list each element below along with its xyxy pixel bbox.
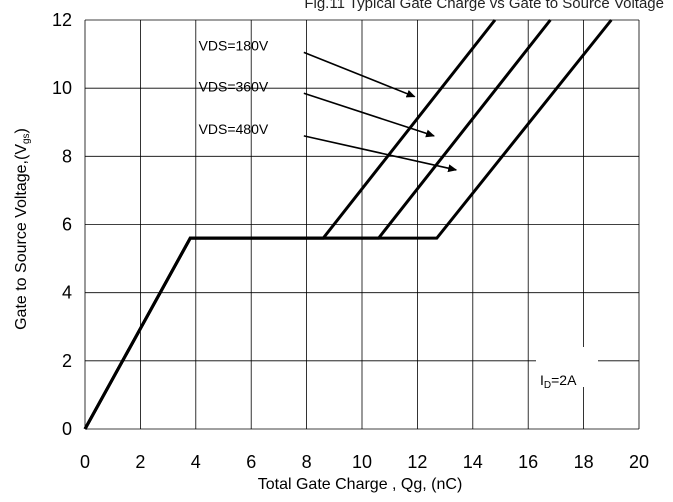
series-line <box>83 19 613 430</box>
condition-label-box <box>536 347 598 387</box>
x-tick-label: 10 <box>352 452 372 472</box>
x-tick-label: 14 <box>463 452 483 472</box>
series-label: VDS=480V <box>199 121 269 137</box>
x-tick-label: 12 <box>407 452 427 472</box>
x-tick-label: 20 <box>629 452 649 472</box>
series-lines <box>83 19 613 430</box>
series-label: VDS=180V <box>199 38 269 54</box>
y-axis-label-main: Gate to Source Voltage,(V <box>13 144 30 330</box>
x-tick-label: 16 <box>518 452 538 472</box>
series-annotation-labels: VDS=180V VDS=360V VDS=480V <box>199 38 269 138</box>
x-tick-label: 8 <box>302 452 312 472</box>
condition-label: ID=2A <box>540 372 577 391</box>
x-tick-label: 2 <box>135 452 145 472</box>
y-tick-label: 6 <box>62 215 72 235</box>
x-tick-label: 4 <box>191 452 201 472</box>
x-tick-label: 0 <box>80 452 90 472</box>
condition-label-main: I <box>540 372 544 388</box>
y-tick-label: 10 <box>52 78 72 98</box>
annotation-arrow <box>303 135 458 173</box>
y-tick-label: 12 <box>52 10 72 30</box>
annotation-arrow <box>303 92 435 138</box>
y-tick-label: 4 <box>62 283 72 303</box>
condition-label-rest: =2A <box>551 372 577 388</box>
annotation-arrow <box>303 51 416 98</box>
y-axis-label-close: ) <box>13 128 30 133</box>
condition-label-sub: D <box>544 380 551 391</box>
y-axis-label: Gate to Source Voltage,(Vgs) <box>13 128 32 330</box>
y-tick-label: 0 <box>62 419 72 439</box>
series-label: VDS=360V <box>199 79 269 95</box>
y-axis-label-sub: gs <box>21 133 32 144</box>
x-axis-label: Total Gate Charge , Qg, (nC) <box>258 476 463 493</box>
y-tick-label: 2 <box>62 351 72 371</box>
y-tick-labels: 0 2 4 6 8 10 12 <box>52 10 72 439</box>
x-tick-label: 6 <box>246 452 256 472</box>
chart-title: Fig.11 Typical Gate Charge vs Gate to So… <box>304 0 664 12</box>
x-tick-labels: 0 2 4 6 8 10 12 14 16 18 20 <box>80 452 649 472</box>
annotation-arrows <box>303 51 458 173</box>
y-tick-label: 8 <box>62 146 72 166</box>
x-tick-label: 18 <box>574 452 594 472</box>
